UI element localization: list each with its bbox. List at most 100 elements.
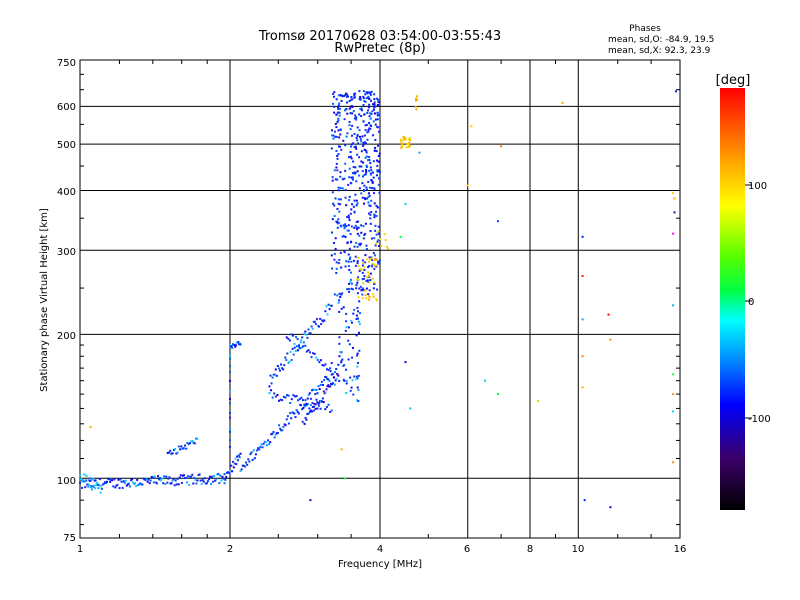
data-point [372, 252, 375, 255]
data-point [365, 151, 368, 154]
data-point [303, 332, 306, 335]
data-point [297, 412, 300, 415]
data-point [95, 484, 98, 487]
data-point [351, 112, 354, 115]
data-point [313, 388, 316, 391]
data-point [203, 477, 206, 480]
data-point [312, 352, 315, 355]
data-point [373, 106, 376, 109]
data-point [356, 377, 359, 380]
data-point [367, 159, 370, 162]
data-point [336, 207, 339, 210]
data-point [122, 480, 125, 483]
data-point [372, 103, 375, 106]
data-point [339, 171, 342, 174]
phases-o-stats: mean, sd,O: -84.9, 19.5 [608, 35, 714, 45]
data-point [367, 106, 370, 109]
data-point [366, 279, 369, 282]
data-point [331, 129, 334, 132]
data-point [268, 385, 271, 388]
data-point [496, 393, 499, 396]
data-point [400, 146, 403, 149]
data-point [206, 480, 209, 483]
data-point [284, 396, 287, 399]
data-point [283, 364, 286, 367]
data-point [146, 480, 149, 483]
data-point [363, 184, 366, 187]
x-tick-label: 6 [464, 544, 470, 555]
data-point [484, 379, 487, 382]
data-point [337, 186, 340, 189]
data-point [609, 506, 612, 509]
data-point [358, 165, 361, 168]
data-point [81, 480, 84, 483]
data-point [307, 393, 310, 396]
data-point [355, 375, 358, 378]
data-point [118, 487, 121, 490]
data-point [326, 313, 329, 316]
data-point [347, 358, 350, 361]
data-point [374, 229, 377, 232]
data-point [334, 379, 337, 382]
data-point [185, 447, 188, 450]
data-point [160, 479, 163, 482]
data-point [353, 199, 356, 202]
data-point [339, 187, 342, 190]
data-point [191, 473, 194, 476]
data-point [263, 440, 266, 443]
data-point [240, 468, 243, 471]
data-point [229, 430, 231, 433]
data-point [178, 476, 181, 479]
data-point [229, 445, 231, 448]
data-point [179, 474, 182, 477]
data-point [335, 267, 338, 270]
data-point [316, 324, 319, 327]
data-point [367, 195, 370, 198]
data-point [346, 96, 349, 99]
data-point [336, 373, 339, 376]
data-point [345, 392, 348, 395]
data-point [364, 173, 367, 176]
data-point [222, 477, 225, 480]
data-point [373, 202, 376, 205]
data-point [373, 103, 376, 106]
data-point [414, 105, 417, 108]
data-point [328, 380, 331, 383]
data-point [307, 328, 310, 331]
data-point [120, 480, 123, 483]
data-point [280, 429, 283, 432]
data-point [332, 92, 335, 95]
data-point [355, 241, 358, 244]
data-point [308, 411, 311, 414]
data-point [116, 483, 119, 486]
data-point [346, 215, 349, 218]
data-point [374, 123, 377, 126]
data-point [231, 470, 234, 473]
data-point [672, 192, 675, 195]
data-point [110, 479, 113, 482]
data-point [211, 475, 214, 478]
data-point [358, 287, 361, 290]
data-point [356, 139, 359, 142]
data-point [344, 162, 347, 165]
data-point [286, 394, 289, 397]
data-point [89, 479, 92, 482]
data-point [369, 161, 372, 164]
data-point [329, 367, 332, 370]
data-point [320, 323, 323, 326]
data-point [180, 481, 183, 484]
data-point [231, 460, 234, 463]
data-point [250, 451, 253, 454]
data-point [343, 95, 346, 98]
data-point [354, 193, 357, 196]
data-point [274, 395, 277, 398]
y-tick-label: 200 [57, 331, 76, 342]
data-point [339, 175, 342, 178]
data-point [357, 374, 360, 377]
data-point [353, 226, 356, 229]
y-tick-labels: 75 100 200 300 400 500 600 750 [57, 58, 76, 544]
data-point [153, 475, 156, 478]
data-point [378, 177, 381, 180]
y-tick-label: 75 [63, 533, 76, 544]
data-point [365, 170, 368, 173]
